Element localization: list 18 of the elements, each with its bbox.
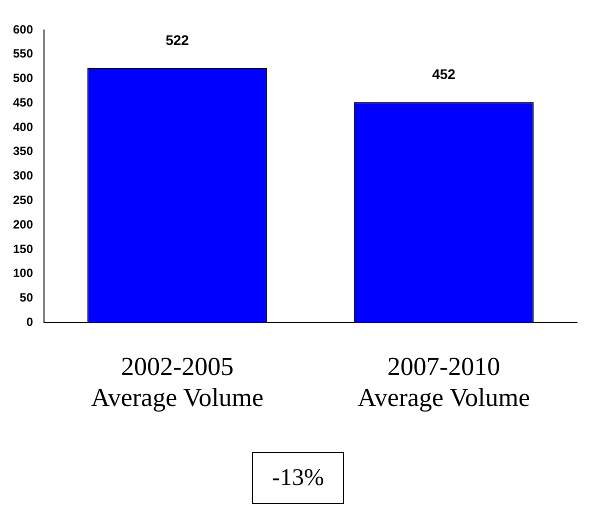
y-tick-label: 500 <box>12 71 34 86</box>
y-tick-label: 350 <box>12 144 34 158</box>
y-tick-label: 450 <box>12 95 34 110</box>
x-tick-label: 2007-2010 Average Volume <box>357 352 530 412</box>
data-label: 452 <box>432 66 456 82</box>
y-tick-label: 200 <box>12 217 34 232</box>
y-tick-label: 400 <box>12 120 34 134</box>
y-tick-label: 150 <box>12 242 34 256</box>
y-tick-label: 600 <box>12 22 34 36</box>
text: -13% <box>252 452 344 504</box>
data-label: 522 <box>166 32 190 48</box>
y-tick-label: 100 <box>12 266 34 280</box>
y-tick-label: 50 <box>20 290 34 305</box>
x-tick-label: 2002-2005 Average Volume <box>90 352 264 412</box>
y-tick-label: 300 <box>12 168 34 183</box>
y-tick-label: 250 <box>12 192 34 207</box>
y-tick-label: 0 <box>26 314 34 329</box>
y-tick-label: 550 <box>12 46 34 61</box>
